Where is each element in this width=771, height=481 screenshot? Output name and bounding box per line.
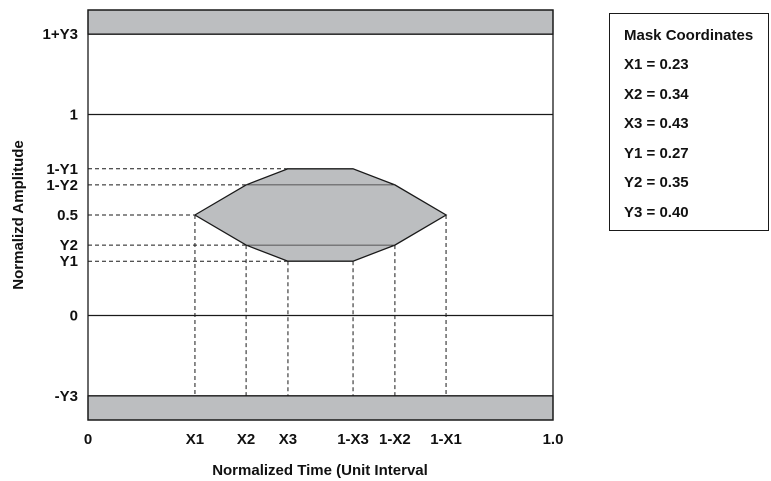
- legend-entry-x2: X2 = 0.34: [624, 85, 689, 103]
- plot-frame: [87, 9, 554, 421]
- y-axis-title: Normalizd Amplitude: [10, 140, 27, 289]
- y-tick-label: 1+Y3: [43, 26, 78, 43]
- guide-lines: [88, 168, 447, 396]
- y-tick-label: Y2: [60, 237, 78, 254]
- center-mask-polygon: [193, 168, 448, 262]
- y-tick-label: 1: [70, 107, 78, 124]
- x-axis-title: Normalized Time (Unit Interval: [212, 462, 428, 479]
- y-tick-label: -Y3: [55, 388, 78, 405]
- legend-entry-x1: X1 = 0.23: [624, 56, 689, 73]
- legend-entry-y2: Y2 = 0.35: [624, 174, 689, 191]
- top-mask-region: [87, 9, 554, 35]
- legend-entry-y1: Y1 = 0.27: [624, 144, 689, 162]
- x-tick-label: X3: [279, 431, 297, 448]
- legend-entry-x3: X3 = 0.43: [624, 115, 689, 132]
- reference-levels: [88, 33, 553, 397]
- y-tick-label: 1-Y2: [46, 177, 78, 194]
- y-tick-label: 0.5: [57, 207, 78, 224]
- x-tick-label: 0: [84, 431, 92, 448]
- x-tick-label: X1: [186, 431, 204, 448]
- x-tick-label: X2: [237, 431, 255, 448]
- x-tick-label: 1.0: [543, 431, 564, 448]
- y-tick-label: 1-Y1: [46, 161, 78, 178]
- bottom-mask-region: [87, 395, 554, 421]
- x-tick-label: 1-X2: [379, 431, 411, 448]
- mask-regions: [87, 9, 554, 421]
- y-tick-label: 0: [70, 307, 78, 324]
- mask-coordinates-legend: Mask Coordinates X1 = 0.23 X2 = 0.34 X3 …: [609, 13, 769, 231]
- x-tick-label: 1-X1: [430, 431, 462, 448]
- legend-title: Mask Coordinates: [624, 27, 754, 44]
- y-tick-label: Y1: [60, 253, 78, 270]
- x-tick-label: 1-X3: [337, 431, 369, 448]
- legend-entry-y3: Y3 = 0.40: [624, 203, 689, 221]
